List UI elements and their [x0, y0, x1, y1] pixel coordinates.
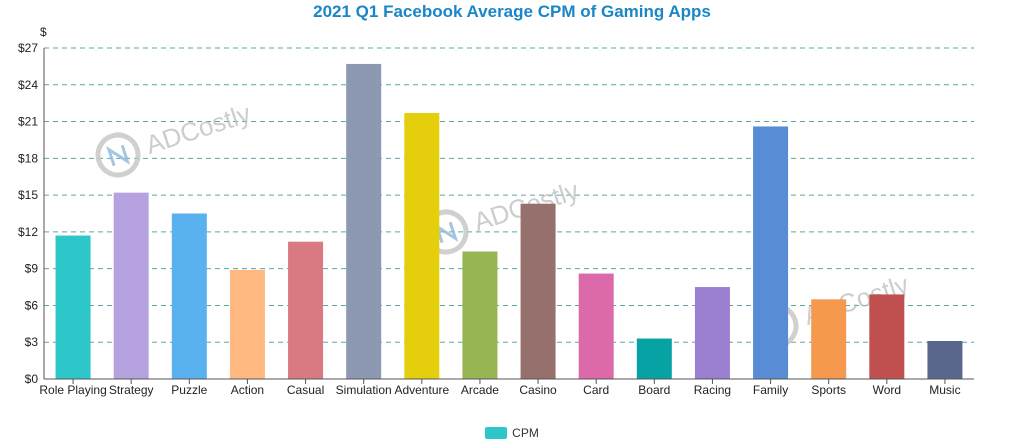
x-tick-label: Family: [753, 383, 788, 397]
bar[interactable]: [927, 340, 963, 379]
x-tick-label: Word: [873, 383, 901, 397]
x-tick-label: Strategy: [109, 383, 154, 397]
x-tick-label: Music: [929, 383, 960, 397]
y-axis-unit-label: $: [40, 25, 47, 39]
watermark-logo-mark: [434, 221, 459, 244]
watermark-logo: ADCostly: [423, 175, 582, 255]
legend-label: CPM: [512, 426, 539, 440]
bar[interactable]: [171, 213, 207, 380]
bar[interactable]: [694, 287, 730, 379]
x-tick-label: Arcade: [461, 383, 499, 397]
y-tick-label: $12: [18, 225, 38, 239]
x-tick-label: Board: [638, 383, 670, 397]
bar[interactable]: [520, 203, 556, 379]
bar[interactable]: [869, 294, 905, 379]
y-tick-label: $15: [18, 188, 38, 202]
x-tick-label: Sports: [811, 383, 846, 397]
bar[interactable]: [636, 338, 672, 379]
bar[interactable]: [346, 63, 382, 379]
x-tick-label: Casino: [519, 383, 557, 397]
y-tick-label: $3: [25, 335, 39, 349]
bar[interactable]: [113, 192, 149, 379]
bar[interactable]: [404, 112, 440, 380]
x-tick-label: Role Playing: [39, 383, 106, 397]
legend[interactable]: CPM: [0, 426, 1024, 440]
x-tick-label: Card: [583, 383, 609, 397]
x-tick-label: Adventure: [394, 383, 449, 397]
x-tick-label: Simulation: [336, 383, 392, 397]
x-tick-label: Racing: [694, 383, 731, 397]
chart-title: 2021 Q1 Facebook Average CPM of Gaming A…: [313, 2, 711, 21]
axis-layer: $0 $3 $6 $9 $12 $15 $18 $21 $24 $27 Role Playing St…: [18, 41, 974, 397]
x-tick-label: Puzzle: [171, 383, 207, 397]
bar[interactable]: [578, 273, 614, 379]
bar[interactable]: [229, 269, 265, 379]
watermark-logo-mark: [106, 144, 131, 167]
y-tick-label: $0: [25, 372, 39, 386]
bar[interactable]: [462, 251, 498, 379]
x-tick-label: Casual: [287, 383, 324, 397]
legend-swatch: [485, 427, 508, 439]
watermark-layer: ADCostlyADCostlyADCostly: [95, 98, 912, 349]
y-tick-label: $18: [18, 151, 38, 165]
bar[interactable]: [288, 241, 324, 379]
x-tick-label: Action: [231, 383, 264, 397]
watermark-logo-ring: [95, 132, 141, 178]
bar[interactable]: [55, 235, 91, 379]
y-tick-label: $6: [25, 298, 39, 312]
watermark-text: ADCostly: [142, 98, 254, 160]
y-tick-label: $24: [18, 78, 38, 92]
bar[interactable]: [811, 299, 847, 379]
bar[interactable]: [753, 126, 789, 379]
y-tick-label: $9: [25, 262, 39, 276]
y-tick-label: $27: [18, 41, 38, 55]
y-tick-label: $21: [18, 115, 38, 129]
watermark-logo: ADCostly: [95, 98, 254, 178]
bars-layer: [55, 63, 963, 380]
